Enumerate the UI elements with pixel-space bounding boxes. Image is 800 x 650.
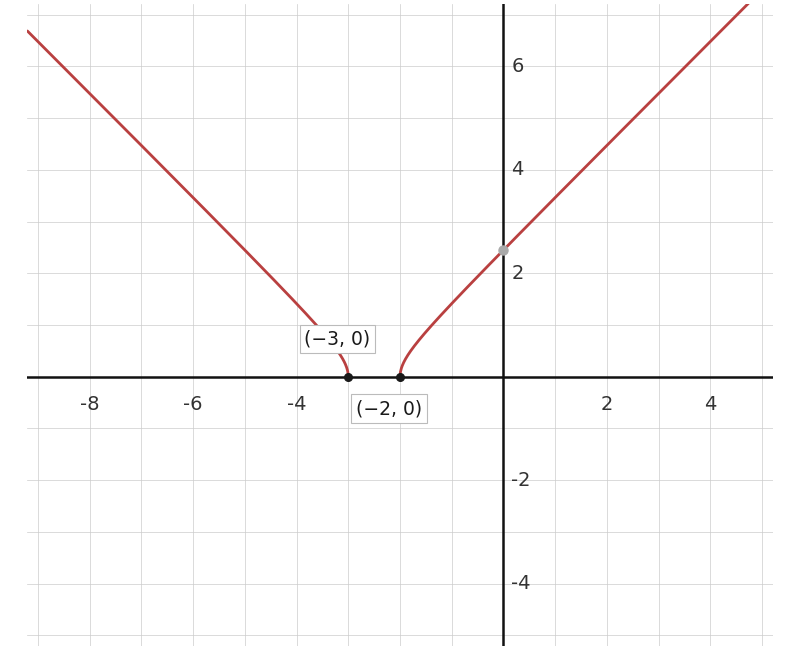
Text: -8: -8 [80, 395, 99, 414]
Text: 4: 4 [704, 395, 717, 414]
Text: -2: -2 [511, 471, 530, 489]
Text: -4: -4 [286, 395, 306, 414]
Text: 6: 6 [511, 57, 524, 76]
Text: -4: -4 [511, 574, 530, 593]
Text: (−3, 0): (−3, 0) [304, 330, 370, 348]
Text: 2: 2 [601, 395, 613, 414]
Text: -6: -6 [183, 395, 202, 414]
Text: 4: 4 [511, 161, 524, 179]
Text: 2: 2 [511, 264, 524, 283]
Text: -2: -2 [390, 395, 410, 414]
Text: (−2, 0): (−2, 0) [356, 399, 422, 418]
